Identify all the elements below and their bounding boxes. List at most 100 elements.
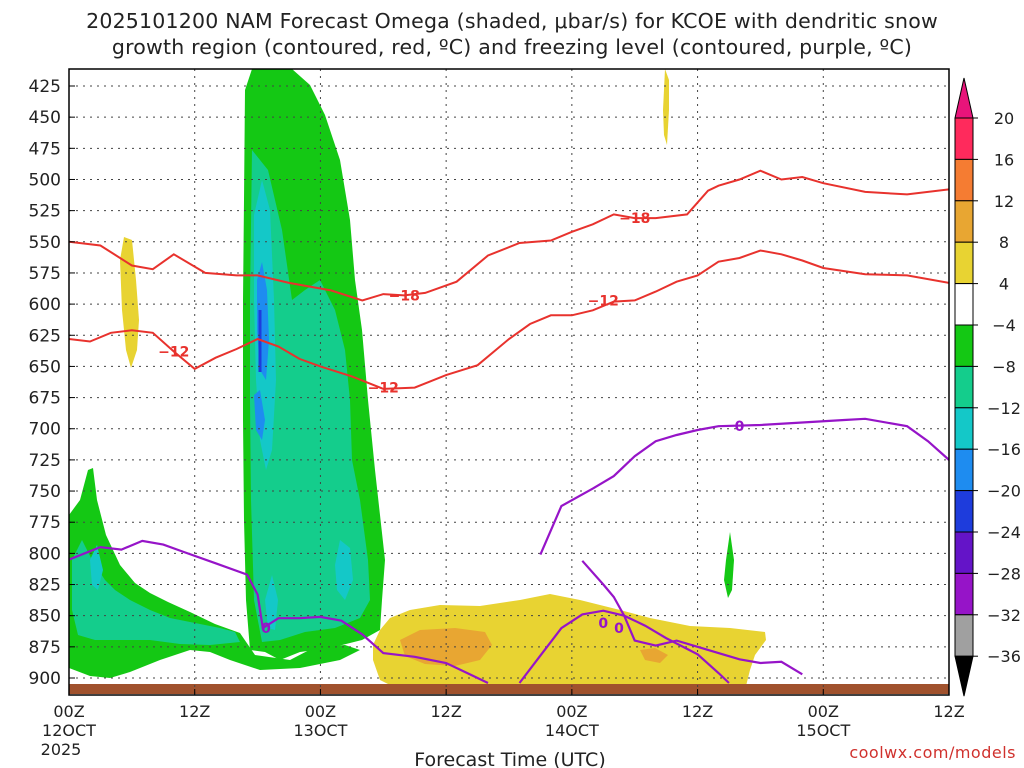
colorbar-label: 12 [994,192,1014,211]
x-tick-date: 15OCT [796,721,850,740]
contour-label: 0 [261,621,271,637]
colorbar-segment [954,241,974,285]
x-tick-year: 2025 [41,740,82,759]
x-tick-label: 00Z [53,702,84,721]
colorbar-label: −8 [992,357,1016,376]
y-tick-label: 750 [29,482,61,502]
x-tick-label: 00Z [305,702,336,721]
x-axis-title: Forecast Time (UTC) [414,749,605,768]
colorbar-segment [954,324,974,367]
colorbar-label: 16 [994,150,1014,169]
credit-link[interactable]: coolwx.com/models [849,743,1016,762]
y-tick-label: 550 [29,233,61,253]
colorbar-segment [954,531,974,574]
contour-label: −12 [588,293,619,309]
y-tick-label: 825 [29,576,61,596]
omega-shade-blue-2 [254,390,265,440]
y-tick-label: 450 [29,108,61,128]
omega-shade-orange [400,628,492,666]
y-tick-label: 850 [29,607,61,627]
colorbar-segment [954,407,974,450]
omega-shade-orange-2 [640,648,668,663]
omega-shade-cyan-4 [90,545,103,590]
chart-title-line2: growth region (contoured, red, ºC) and f… [111,35,913,59]
omega-shade-cyan-3 [265,575,278,630]
colorbar-segment [954,283,974,326]
y-tick-label: 725 [29,451,61,471]
omega-shade-yellow-top-left [120,237,139,368]
freezing-level-line [539,417,949,556]
y-tick-label: 650 [29,357,61,377]
colorbar: 20 16 12 8 4 −4 −8 −12 −16 −20 −24 −28 −32 −36 [954,77,1021,697]
colorbar-label: −32 [987,606,1021,625]
colorbar-segment [954,200,974,243]
shaded-omega-field [69,69,766,692]
y-tick-label: 425 [29,77,61,97]
colorbar-label: 4 [999,275,1009,294]
contour-label: 0 [735,419,745,435]
y-tick-label: 625 [29,326,61,346]
colorbar-segment [954,365,974,409]
contour-label: −12 [158,344,189,360]
dgz-contour-line [69,169,949,302]
colorbar-label: −24 [987,523,1021,542]
colorbar-label: −4 [992,316,1016,335]
y-tick-label: 600 [29,295,61,315]
omega-shade-green-small [724,532,734,598]
contour-label: 0 [598,616,608,632]
omega-shade-yellow-top-mid [663,69,669,145]
y-tick-label: 800 [29,544,61,564]
colorbar-segment [954,490,974,533]
colorbar-label: −36 [987,647,1021,666]
contour-label: 0 [614,621,624,637]
colorbar-label: −16 [987,440,1021,459]
y-tick-label: 475 [29,139,61,159]
freezing-level-line [69,539,489,684]
x-tick-label: 00Z [808,702,839,721]
y-tick-label: 775 [29,513,61,533]
colorbar-segment [954,117,974,160]
y-tick-label: 500 [29,170,61,190]
x-tick-label: 12Z [682,702,713,721]
x-tick-date: 12OCT [42,721,96,740]
y-tick-label: 900 [29,669,61,689]
chart-title-line1: 2025101200 NAM Forecast Omega (shaded, μ… [86,9,938,33]
y-tick-label: 875 [29,638,61,658]
y-tick-label: 675 [29,389,61,409]
contour-label: −12 [368,381,399,397]
contour-lines [69,169,949,684]
colorbar-label: 20 [994,109,1014,128]
colorbar-segment [954,448,974,492]
terrain-ground-strip [69,684,949,694]
x-tick-date: 13OCT [293,721,347,740]
x-tick-label: 12Z [933,702,964,721]
contour-labels: −18−18−12−12−120 0 00 [158,211,745,637]
colorbar-top-arrow [954,77,974,119]
y-tick-label: 525 [29,202,61,222]
omega-shade-yellow-lower [373,594,766,692]
colorbar-label: −20 [987,482,1021,501]
y-axis: 425 450 475 500 525 550 575 600 625 650 675 700 725 7… [29,77,75,689]
colorbar-label: −28 [987,564,1021,583]
contour-label: −18 [389,288,420,304]
colorbar-bottom-arrow [954,655,974,697]
colorbar-segment [954,158,974,202]
dgz-contour-line [69,249,949,390]
colorbar-label: 8 [999,233,1009,252]
x-tick-label: 12Z [179,702,210,721]
grid-lines [69,69,949,695]
y-tick-label: 700 [29,420,61,440]
contour-label: −18 [619,211,650,227]
omega-shade-cyan-2 [335,540,353,600]
colorbar-segment [954,614,974,657]
omega-shade-seagreen-left [72,540,240,645]
colorbar-label: −12 [987,399,1021,418]
y-tick-label: 575 [29,264,61,284]
x-tick-label: 00Z [556,702,587,721]
x-tick-date: 14OCT [545,721,599,740]
colorbar-segment [954,572,974,616]
plot-frame [68,68,950,696]
x-tick-label: 12Z [430,702,461,721]
